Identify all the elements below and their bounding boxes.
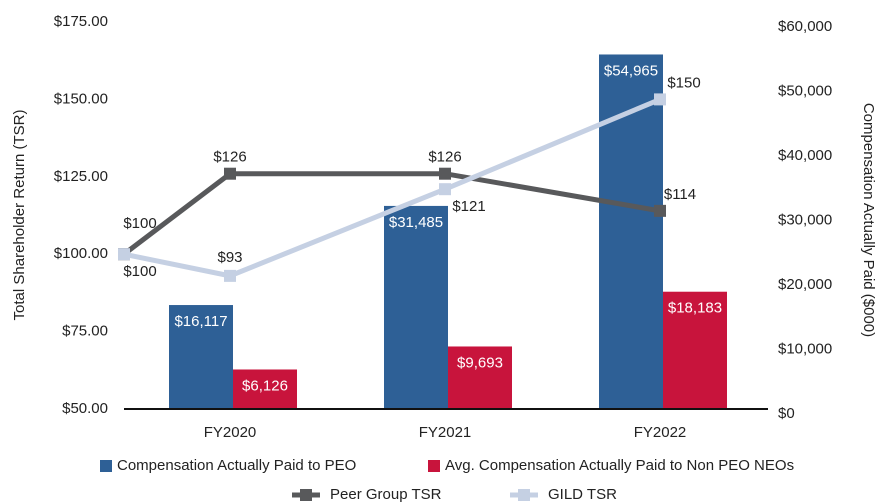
y-tick-label: $75.00 bbox=[62, 323, 108, 340]
line-value-label: $114 bbox=[664, 186, 696, 203]
line-value-label: $126 bbox=[428, 149, 461, 166]
line-value-label: $150 bbox=[667, 74, 700, 91]
y2-tick-label: $0 bbox=[778, 405, 795, 422]
bar bbox=[448, 346, 512, 409]
line-marker bbox=[224, 167, 236, 180]
line-marker bbox=[654, 93, 666, 106]
line-value-label: $126 bbox=[213, 149, 246, 166]
legend-swatch bbox=[300, 489, 312, 501]
bar bbox=[599, 54, 663, 410]
line-series bbox=[123, 97, 661, 279]
bar-value-label: $54,965 bbox=[604, 62, 658, 79]
y-axis-title: Total Shareholder Return (TSR) bbox=[11, 110, 28, 321]
line-value-label: $100 bbox=[123, 215, 156, 232]
x-tick-label: FY2022 bbox=[634, 424, 687, 441]
line-value-label: $100 bbox=[123, 263, 156, 280]
y-tick-label: $150.00 bbox=[54, 90, 108, 107]
line-marker bbox=[439, 183, 451, 196]
y-tick-label: $175.00 bbox=[54, 13, 108, 30]
line-marker bbox=[224, 269, 236, 282]
legend-swatch bbox=[518, 489, 530, 501]
line-marker bbox=[439, 167, 451, 180]
line-value-label: $121 bbox=[452, 198, 485, 215]
bar bbox=[384, 205, 448, 409]
x-tick-label: FY2021 bbox=[419, 424, 472, 441]
y2-axis-title: Compensation Actually Paid ($000) bbox=[860, 103, 877, 337]
bar-value-label: $31,485 bbox=[389, 214, 443, 231]
bar-value-label: $6,126 bbox=[242, 377, 288, 394]
legend-label: Avg. Compensation Actually Paid to Non P… bbox=[445, 457, 794, 474]
y-tick-label: $50.00 bbox=[62, 400, 108, 417]
x-tick-label: FY2020 bbox=[204, 424, 257, 441]
bar bbox=[169, 305, 233, 409]
line-value-label: $93 bbox=[217, 249, 242, 266]
bar-value-label: $16,117 bbox=[174, 313, 227, 330]
legend-label: GILD TSR bbox=[548, 486, 617, 503]
line-marker bbox=[118, 248, 130, 261]
legend-swatch bbox=[428, 460, 440, 472]
bar-value-label: $18,183 bbox=[668, 300, 722, 317]
line-marker bbox=[654, 204, 666, 217]
legend-swatch bbox=[100, 460, 112, 472]
y-tick-label: $100.00 bbox=[54, 245, 108, 262]
line-series bbox=[122, 171, 661, 257]
y-tick-label: $125.00 bbox=[54, 168, 108, 185]
bar-value-label: $9,693 bbox=[457, 354, 503, 371]
legend-label: Compensation Actually Paid to PEO bbox=[117, 457, 356, 474]
legend-label: Peer Group TSR bbox=[330, 486, 442, 503]
y2-tick-label: $20,000 bbox=[778, 276, 832, 293]
y2-tick-label: $50,000 bbox=[778, 82, 832, 99]
bar bbox=[663, 291, 727, 409]
y2-tick-label: $40,000 bbox=[778, 147, 832, 164]
y2-tick-label: $60,000 bbox=[778, 18, 832, 35]
y2-tick-label: $10,000 bbox=[778, 340, 832, 357]
bar bbox=[233, 369, 297, 409]
y2-tick-label: $30,000 bbox=[778, 211, 832, 228]
